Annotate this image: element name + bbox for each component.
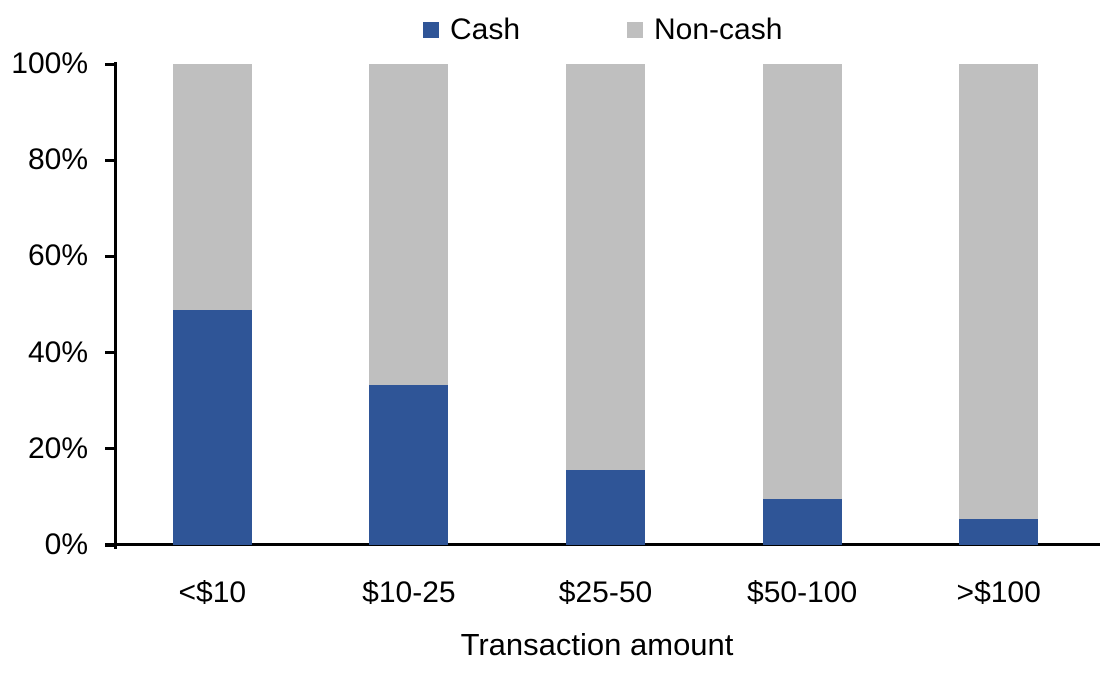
y-tick [105,447,115,451]
legend: Cash Non-cash [0,0,1102,56]
bar-segment-non-cash [959,64,1039,520]
bar-segment-cash [762,498,842,545]
y-tick-label: 0% [44,528,88,561]
bar-segment-non-cash [762,64,842,499]
y-tick-label: 80% [27,143,88,177]
bar-segment-non-cash [369,64,449,385]
legend-label: Cash [450,13,521,46]
y-tick-label: 60% [27,239,88,273]
y-tick [105,158,115,162]
y-tick-label: 20% [27,431,88,465]
legend-label: Non-cash [654,13,783,46]
x-category-label: $10-25 [362,576,456,609]
bar-segment-non-cash [566,64,645,470]
bar-segment-cash [369,384,449,545]
legend-swatch-cash-icon [423,22,439,38]
y-tick [105,543,115,547]
y-tick [105,254,115,258]
legend-swatch-non-cash-icon [627,22,643,38]
y-tick-label: 40% [27,335,88,369]
y-tick [105,62,115,66]
bar-segment-cash [172,309,252,545]
bar-segment-non-cash [172,64,252,310]
x-axis-title: Transaction amount [460,627,734,662]
y-axis-line [114,62,117,549]
x-category-label: >$100 [956,576,1041,609]
y-tick [105,351,115,355]
bar-segment-cash [959,519,1039,545]
x-category-label: $25-50 [558,576,653,609]
x-category-label: <$10 [178,576,247,609]
bar-segment-cash [566,469,645,545]
legend-item-cash: Cash [423,12,520,48]
x-category-label: $50-100 [747,576,858,609]
y-tick-label: 100% [11,47,88,80]
legend-item-non-cash: Non-cash [627,12,782,48]
